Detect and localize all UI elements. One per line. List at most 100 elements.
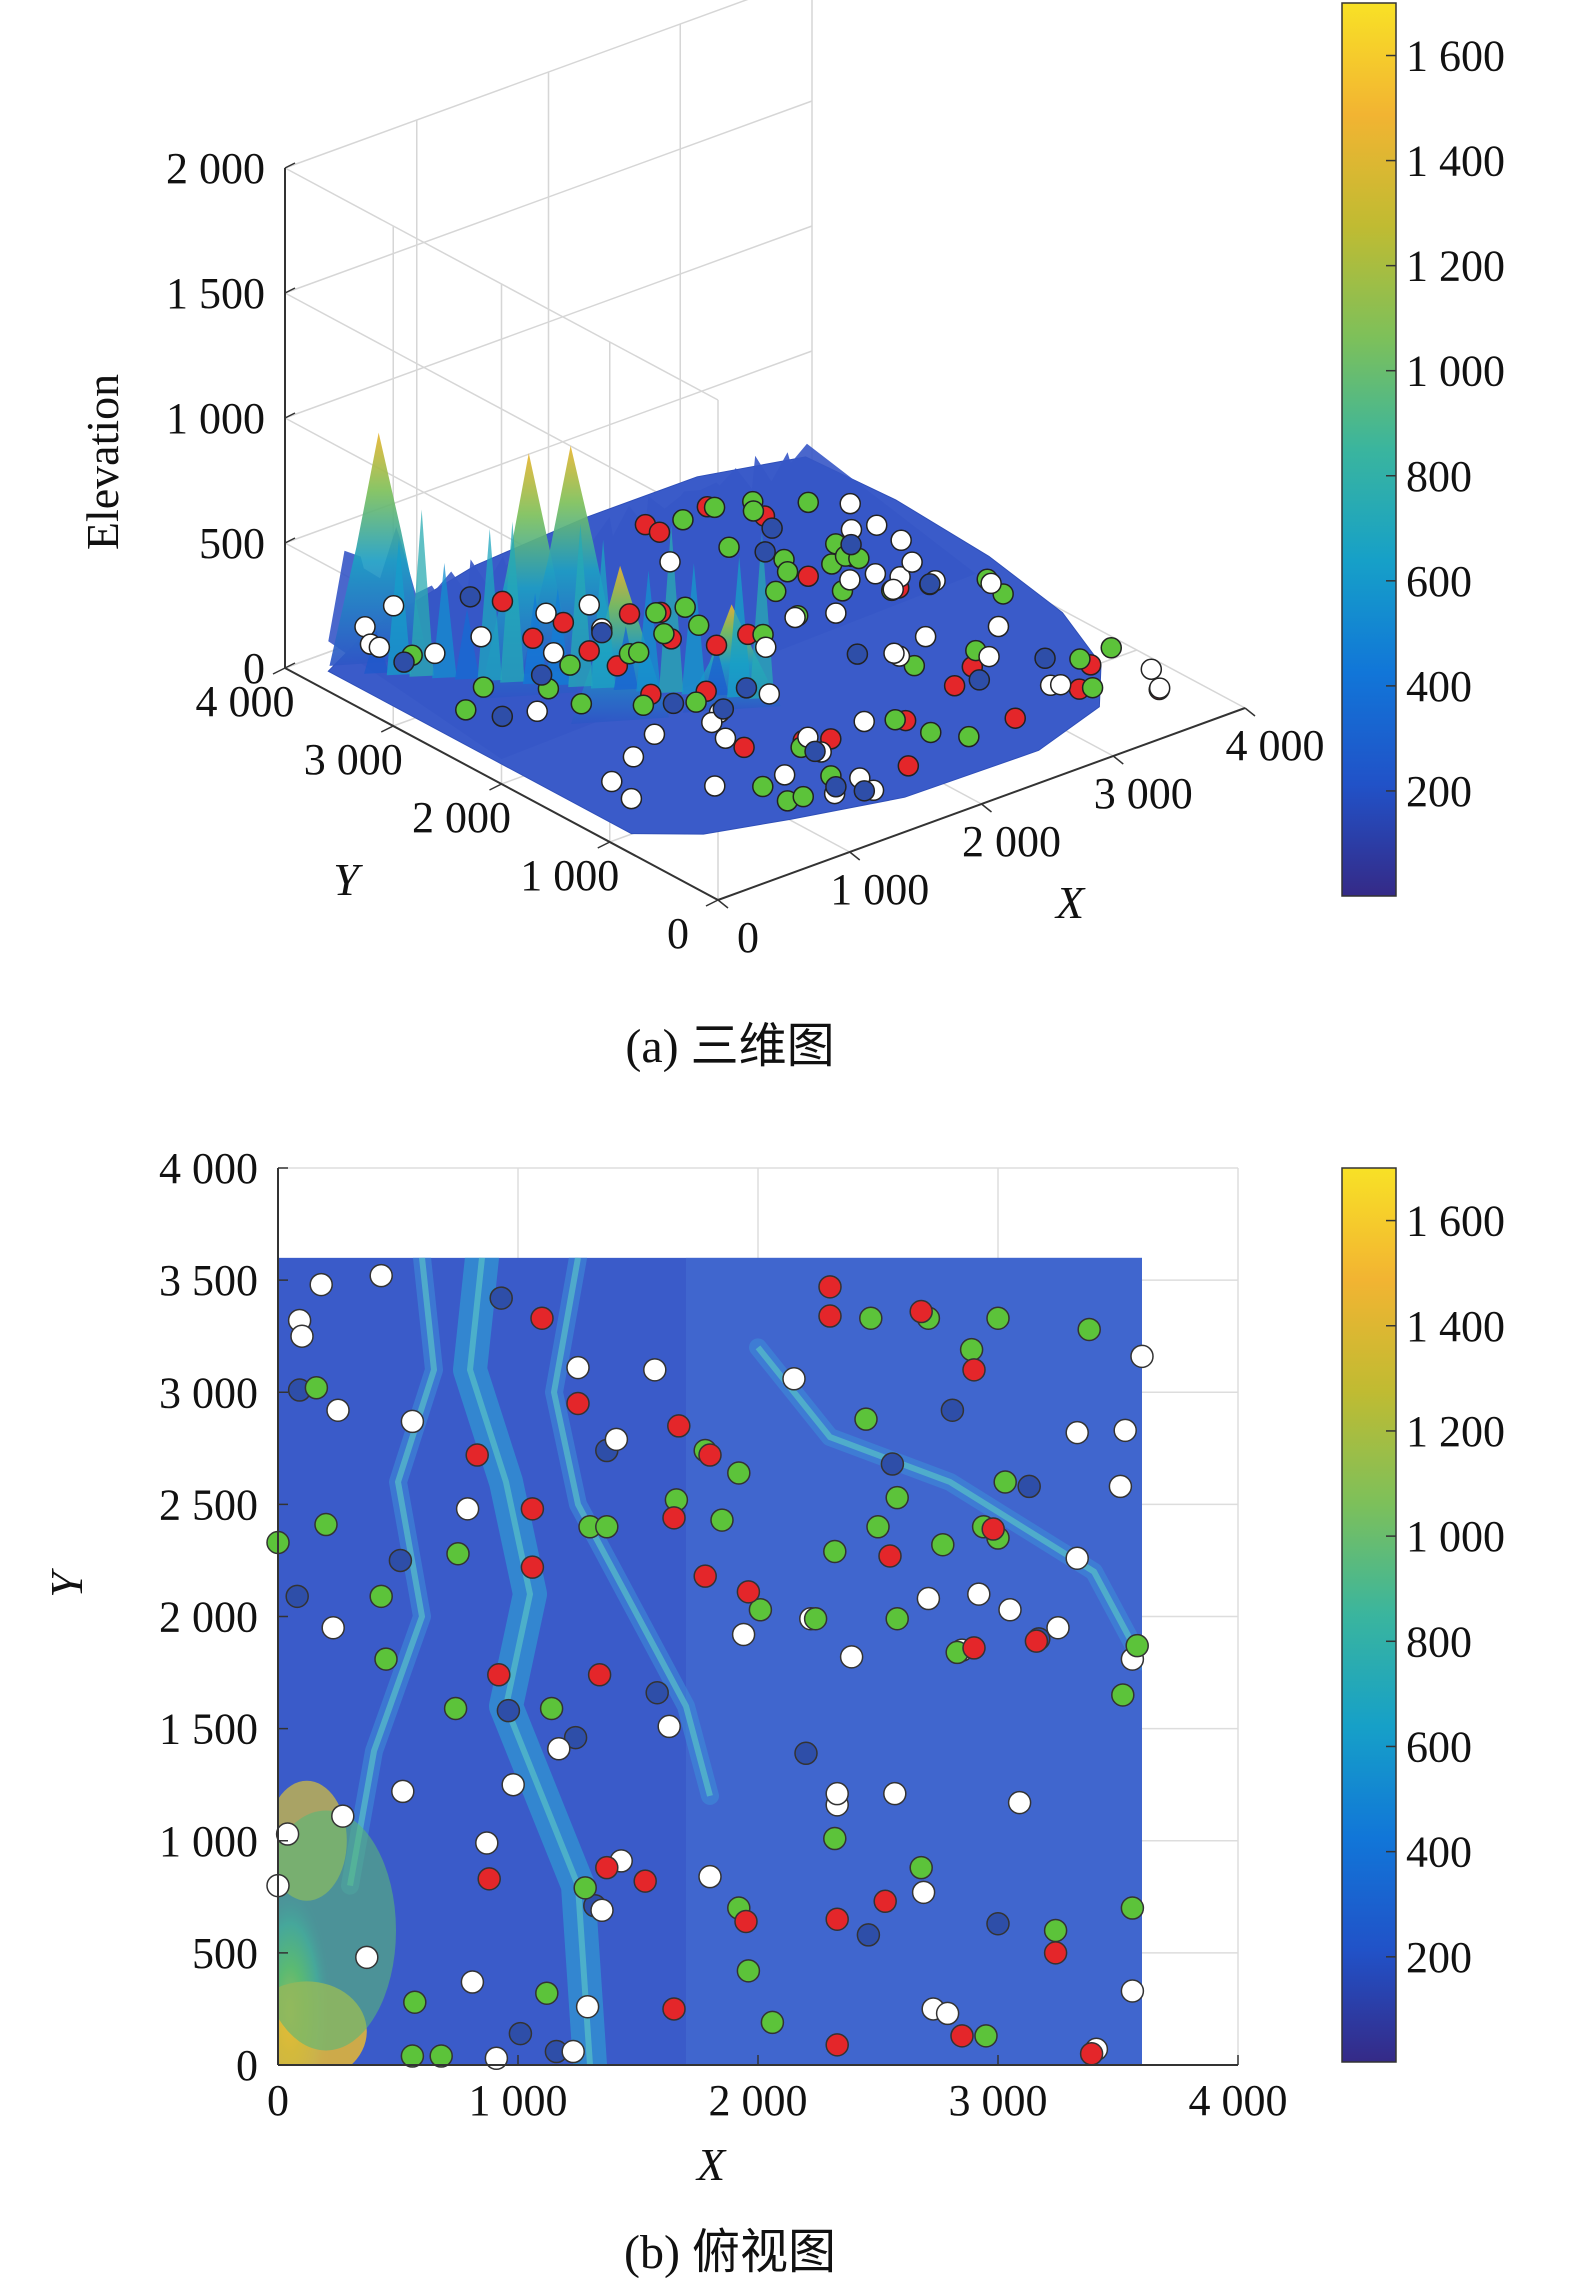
point-red [662,1506,686,1530]
point-blue [880,1452,905,1476]
grid-line [284,0,749,169]
marker-green [627,641,650,664]
z-tick-label: 1 000 [166,394,265,443]
y-tick [489,783,502,791]
grid-line [284,100,813,294]
point-green [931,1532,955,1557]
marker-blue [853,780,876,802]
x-tick [1112,755,1124,765]
z-axis-label: Elevation [77,374,128,550]
marker-green [559,654,581,676]
point-white [455,1497,480,1521]
point-white [1007,1790,1032,1815]
z-tick [284,287,296,294]
marker-red [705,634,728,657]
marker-green [653,622,675,645]
panel-top-view-chart: 0 1 000 2 000 3 000 4 000 0 500 1 000 1 500 2 000… [41,1144,1505,2279]
x-tick-label: 2 000 [962,817,1061,866]
marker-blue [393,651,415,673]
marker-white [978,645,1000,668]
point-red [818,1304,842,1328]
marker-white [755,636,777,658]
point-white [501,1772,525,1797]
point-white [1113,1418,1137,1443]
y-tick [380,725,394,733]
point-red [825,2033,849,2057]
point-white [839,1645,864,1669]
point-white [643,1358,667,1382]
marker-green [455,699,477,721]
point-white [1046,1615,1070,1640]
b-colorbar-tick-label: 1 400 [1406,1302,1505,1351]
point-green [400,2044,425,2068]
y-tick [597,841,611,849]
marker-blue [754,541,776,563]
point-white [369,1263,393,1288]
point-blue [508,2021,533,2046]
b-colorbar-tick-label: 1 200 [1406,1407,1505,1456]
point-green [573,1876,597,1900]
point-green [1125,1633,1149,1658]
marker-white [1148,677,1171,699]
marker-blue [825,775,847,798]
z-tick-label: 2 000 [166,144,265,193]
y-tick-label: 4 000 [159,1144,258,1193]
y-tick-label: 1 000 [520,851,619,900]
point-red [818,1275,842,1299]
point-green [974,2024,998,2048]
point-white [657,1714,681,1739]
point-red [1024,1629,1049,1653]
point-red [530,1306,554,1330]
point-green [446,1541,470,1566]
marker-red [648,521,671,543]
point-white [355,1945,379,1970]
marker-blue [919,573,941,595]
marker-white [839,569,861,591]
marker-white [865,514,888,536]
marker-red [522,627,544,650]
point-red [633,1869,657,1893]
marker-red [733,736,755,759]
point-red [734,1909,758,1934]
marker-blue [662,692,685,715]
marker-green [920,721,942,744]
grid-line [284,225,813,419]
point-white [391,1779,415,1804]
marker-blue [761,517,783,539]
marker-white [901,551,923,573]
marker-green [672,509,694,531]
marker-red [618,603,641,625]
point-white [911,1880,936,1905]
point-red [1079,2042,1104,2066]
point-white [883,1781,907,1806]
point-red [520,1497,545,1521]
point-white [326,1398,350,1422]
marker-white [714,727,737,749]
point-green [854,1407,878,1431]
x-tick-label: 1 000 [830,865,929,914]
marker-white [864,563,887,585]
marker-green [703,496,726,519]
point-blue [986,1911,1010,1936]
marker-white [659,551,681,573]
terrain-spike [409,509,434,677]
marker-white [643,723,666,746]
point-white [935,2001,960,2026]
point-white [290,1324,314,1348]
point-white [782,1367,806,1391]
a-colorbar-tick-label: 1 400 [1406,137,1505,186]
terrain-spike [658,525,684,693]
top-tick-labels: 0 1 000 2 000 3 000 4 000 0 500 1 000 1 500 2 000… [159,1144,1288,2125]
marker-green [884,708,906,731]
a-colorbar-tick-label: 600 [1406,557,1472,606]
point-blue [794,1741,818,1766]
point-green [823,1539,847,1564]
point-green [959,1337,984,1362]
point-green [374,1647,398,1671]
z-tick [284,537,296,544]
marker-red [491,590,514,613]
point-red [520,1555,545,1579]
grid-line [284,292,719,526]
point-white [547,1737,571,1761]
y-tick [272,667,286,675]
